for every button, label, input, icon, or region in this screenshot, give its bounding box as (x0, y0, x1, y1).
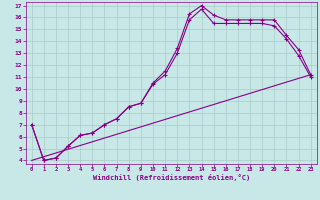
X-axis label: Windchill (Refroidissement éolien,°C): Windchill (Refroidissement éolien,°C) (92, 174, 250, 181)
